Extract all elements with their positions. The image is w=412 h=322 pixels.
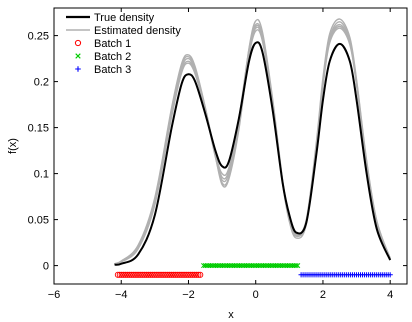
x-tick-label: 0 [253, 289, 259, 301]
batch-1-marker [164, 271, 171, 278]
legend-label: Batch 2 [94, 51, 131, 63]
batch-1-marker [174, 271, 181, 278]
batch-1-marker [172, 271, 179, 278]
batch-1-marker [160, 271, 167, 278]
batch-1-marker [132, 271, 139, 278]
batch-1-marker [176, 271, 183, 278]
batch-1-marker [178, 271, 185, 278]
batch-1-marker [166, 271, 173, 278]
batch-1-marker [183, 271, 190, 278]
estimated-density-line [114, 18, 391, 265]
legend-x-swatch [75, 53, 81, 59]
x-tick-label: −2 [182, 289, 195, 301]
y-tick-label: 0.05 [28, 215, 49, 227]
estimated-density-line [114, 25, 391, 265]
true-density-line [114, 41, 392, 266]
x-axis-ticks: −6 −4 −2 0 2 4 [48, 8, 393, 301]
batch-1-marker [128, 271, 135, 278]
batch-2-marker [293, 263, 299, 269]
batch-1-marker [124, 271, 131, 278]
batch-1-marker [195, 271, 202, 278]
batch-1-marker [189, 271, 196, 278]
batch-1-marker [151, 271, 158, 278]
batch-1-marker [156, 271, 164, 278]
batch-1-marker [193, 271, 200, 278]
batch-1-marker [191, 271, 198, 278]
batch-1-marker [185, 271, 192, 278]
x-tick-label: −6 [48, 289, 61, 301]
x-axis-label: x [228, 309, 234, 321]
batch-1-marker [158, 271, 165, 278]
batch-1-marker [130, 271, 137, 278]
batch-1-marker [120, 271, 127, 278]
density-curves [114, 18, 392, 266]
batch-1-marker [147, 271, 154, 278]
batch-1-marker [181, 271, 188, 278]
batch-1-marker [133, 271, 141, 278]
batch-1-marker [197, 271, 204, 278]
legend-label: Estimated density [94, 25, 181, 37]
batch-1-marker [118, 271, 125, 278]
batch-1-marker [122, 271, 129, 278]
y-tick-label: 0 [43, 261, 49, 273]
y-tick-label: 0.2 [34, 77, 49, 89]
legend-label: True density [94, 12, 155, 24]
y-axis-ticks: 0 0.05 0.1 0.15 0.2 0.25 [28, 31, 407, 273]
batch-1-marker [168, 271, 175, 278]
y-tick-label: 0.25 [28, 31, 49, 43]
batch-2-marker [295, 263, 301, 269]
legend-circle-swatch [74, 39, 82, 47]
batch-1-marker [153, 271, 160, 278]
batch-1-marker [170, 271, 177, 278]
y-tick-label: 0.15 [28, 123, 49, 135]
batch-1-marker [179, 271, 187, 278]
batch-markers [114, 263, 393, 278]
batch-1-marker [126, 271, 133, 278]
batch-1-marker [114, 271, 121, 278]
batch-1-marker [139, 271, 146, 278]
batch-1-marker [116, 271, 123, 278]
batch-1-marker [137, 271, 144, 278]
legend-label: Batch 1 [94, 38, 131, 50]
batch-1-marker [135, 271, 142, 278]
legend-label: Batch 3 [94, 64, 131, 76]
y-axis-label: f(x) [7, 138, 19, 154]
x-tick-label: 4 [387, 289, 393, 301]
batch-1-marker [155, 271, 162, 278]
batch-1-marker [141, 271, 148, 278]
batch-3-marker [387, 272, 393, 278]
batch-1-marker [143, 271, 150, 278]
y-tick-label: 0.1 [34, 169, 49, 181]
batch-1-marker [162, 271, 169, 278]
x-tick-label: −4 [115, 289, 128, 301]
batch-1-marker [149, 271, 156, 278]
batch-1-marker [145, 271, 152, 278]
legend-plus-swatch [75, 66, 81, 72]
x-tick-label: 2 [320, 289, 326, 301]
batch-1-marker [187, 271, 194, 278]
